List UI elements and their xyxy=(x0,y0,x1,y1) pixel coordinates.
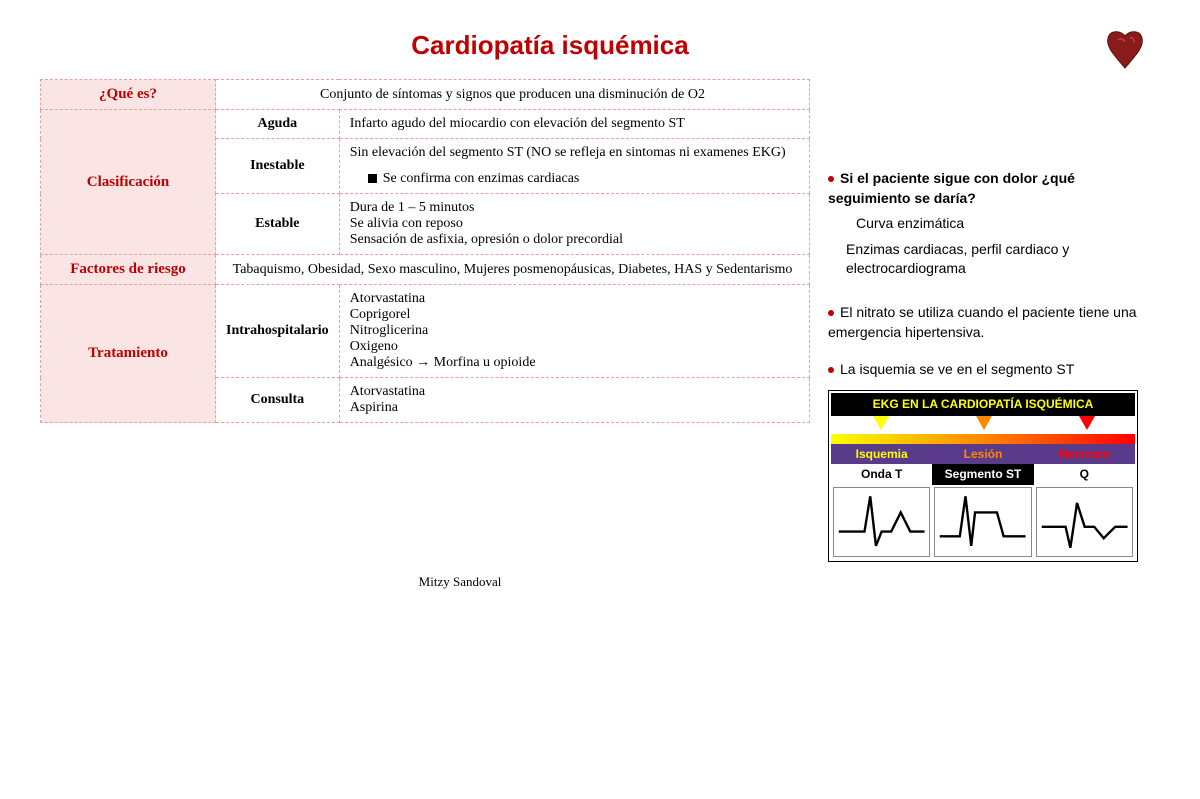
arrow-lesion-icon xyxy=(976,416,992,430)
side-notes: Si el paciente sigue con dolor ¿qué segu… xyxy=(828,79,1158,562)
note2-text: El nitrato se utiliza cuando el paciente… xyxy=(828,304,1137,340)
cell-aguda-desc: Infarto agudo del miocardio con elevació… xyxy=(339,110,809,139)
inestable-desc-text: Sin elevación del segmento ST (NO se ref… xyxy=(350,145,786,160)
ekg-label-isquemia: Isquemia xyxy=(831,444,932,465)
ekg-waves-row xyxy=(831,485,1135,559)
footer-author: Mitzy Sandoval xyxy=(0,574,1160,590)
bullet-icon xyxy=(828,176,834,182)
heart-icon xyxy=(1100,28,1150,73)
sublabel-intra: Intrahospitalario xyxy=(216,285,340,378)
note-1: Si el paciente sigue con dolor ¿qué segu… xyxy=(828,169,1158,279)
ekg-sublabel-q: Q xyxy=(1034,464,1135,485)
ekg-labels-row: Isquemia Lesión Necrosis xyxy=(831,444,1135,465)
ekg-wave-ondat xyxy=(833,487,930,557)
row-header-que-es: ¿Qué es? xyxy=(41,80,216,110)
cell-inestable-desc: Sin elevación del segmento ST (NO se ref… xyxy=(339,139,809,194)
note1-sub1: Curva enzimática xyxy=(856,214,1158,234)
page-title: Cardiopatía isquémica xyxy=(0,30,1160,61)
cell-factores-content: Tabaquismo, Obesidad, Sexo masculino, Mu… xyxy=(216,255,810,285)
note1-sub2: Enzimas cardiacas, perfil cardiaco y ele… xyxy=(846,240,1158,279)
row-header-factores: Factores de riesgo xyxy=(41,255,216,285)
note-3: La isquemia se ve en el segmento ST xyxy=(828,360,1158,380)
bullet-icon xyxy=(828,367,834,373)
ekg-sublabel-segmento: Segmento ST xyxy=(932,464,1033,485)
cell-estable-desc: Dura de 1 – 5 minutos Se alivia con repo… xyxy=(339,194,809,255)
arrow-isquemia-icon xyxy=(873,416,889,430)
ekg-sublabel-ondat: Onda T xyxy=(831,464,932,485)
row-header-clasificacion: Clasificación xyxy=(41,110,216,255)
note-2: El nitrato se utiliza cuando el paciente… xyxy=(828,303,1158,342)
ekg-gradient-bar xyxy=(831,434,1135,444)
ekg-title: EKG EN LA CARDIOPATÍA ISQUÉMICA xyxy=(831,393,1135,416)
cell-que-es-content: Conjunto de síntomas y signos que produc… xyxy=(216,80,810,110)
ekg-sublabels-row: Onda T Segmento ST Q xyxy=(831,464,1135,485)
arrow-necrosis-icon xyxy=(1079,416,1095,430)
ekg-arrows-row xyxy=(831,416,1135,434)
bullet-icon xyxy=(828,310,834,316)
ekg-wave-segmento xyxy=(934,487,1031,557)
square-bullet-icon xyxy=(368,174,377,183)
sublabel-consulta: Consulta xyxy=(216,378,340,423)
ekg-label-necrosis: Necrosis xyxy=(1034,444,1135,465)
cell-intra-desc: Atorvastatina Coprigorel Nitroglicerina … xyxy=(339,285,809,378)
sublabel-aguda: Aguda xyxy=(216,110,340,139)
note1-lead: Si el paciente sigue con dolor ¿qué segu… xyxy=(828,170,1075,206)
ekg-diagram: EKG EN LA CARDIOPATÍA ISQUÉMICA Isquemia… xyxy=(828,390,1138,562)
cell-consulta-desc: Atorvastatina Aspirina xyxy=(339,378,809,423)
ekg-label-lesion: Lesión xyxy=(932,444,1033,465)
main-table: ¿Qué es? Conjunto de síntomas y signos q… xyxy=(40,79,810,423)
sublabel-estable: Estable xyxy=(216,194,340,255)
row-header-tratamiento: Tratamiento xyxy=(41,285,216,423)
note3-text: La isquemia se ve en el segmento ST xyxy=(840,361,1074,377)
inestable-sub-text: Se confirma con enzimas cardiacas xyxy=(383,171,580,186)
ekg-wave-q xyxy=(1036,487,1133,557)
sublabel-inestable: Inestable xyxy=(216,139,340,194)
